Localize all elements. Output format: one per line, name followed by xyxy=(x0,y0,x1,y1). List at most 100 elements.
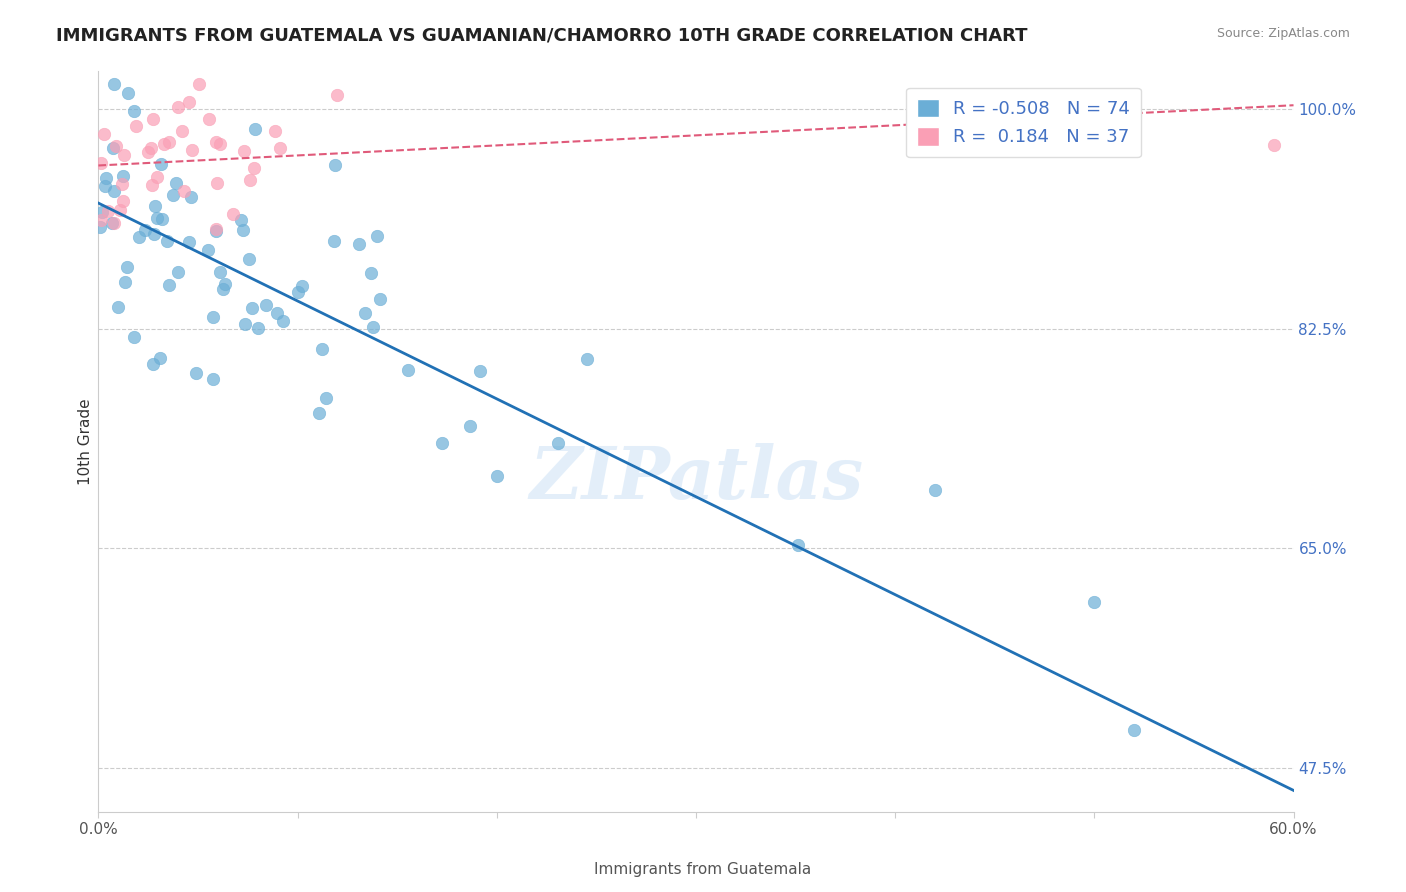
Point xyxy=(103,184,125,198)
Point xyxy=(322,234,344,248)
Point xyxy=(287,285,309,300)
Point xyxy=(145,199,167,213)
Point xyxy=(1263,138,1285,153)
Point xyxy=(254,298,277,312)
Point xyxy=(153,136,176,151)
Point xyxy=(122,103,145,118)
Point xyxy=(103,217,125,231)
Point xyxy=(229,212,252,227)
Point xyxy=(111,178,134,192)
Point xyxy=(162,188,184,202)
Point xyxy=(181,143,204,157)
Point xyxy=(201,372,224,386)
Point xyxy=(101,141,124,155)
Point xyxy=(188,77,211,91)
Point xyxy=(924,483,946,497)
Point xyxy=(90,205,112,219)
Point xyxy=(172,124,194,138)
Point xyxy=(141,178,163,192)
Point xyxy=(157,278,180,293)
Point xyxy=(177,95,200,109)
Point xyxy=(1083,595,1105,609)
Point xyxy=(104,139,127,153)
Point xyxy=(205,224,228,238)
Point xyxy=(245,122,267,136)
Point xyxy=(142,357,165,371)
Point xyxy=(145,211,167,225)
Point xyxy=(114,275,136,289)
Point xyxy=(366,229,388,244)
Point xyxy=(361,320,384,334)
Legend: R = -0.508   N = 74, R =  0.184   N = 37: R = -0.508 N = 74, R = 0.184 N = 37 xyxy=(907,87,1142,157)
Y-axis label: 10th Grade: 10th Grade xyxy=(77,398,93,485)
Point xyxy=(125,120,148,134)
Point xyxy=(222,207,245,221)
Point xyxy=(89,219,111,234)
Point xyxy=(111,169,134,184)
Point xyxy=(184,367,207,381)
Point xyxy=(269,141,291,155)
Point xyxy=(157,136,180,150)
Point xyxy=(238,252,260,266)
Point xyxy=(156,234,179,248)
Point xyxy=(90,156,112,170)
Point xyxy=(142,112,165,127)
Point xyxy=(1223,839,1246,854)
Point xyxy=(112,148,135,162)
Point xyxy=(115,260,138,275)
Point xyxy=(128,230,150,244)
Point xyxy=(204,135,226,149)
Point xyxy=(180,190,202,204)
Point xyxy=(240,301,263,315)
Point xyxy=(202,310,225,325)
Point xyxy=(239,173,262,187)
Point xyxy=(396,363,419,377)
Point xyxy=(97,204,120,219)
Point xyxy=(166,265,188,279)
Point xyxy=(323,158,346,172)
Point xyxy=(468,364,491,378)
Point xyxy=(100,216,122,230)
Point xyxy=(143,227,166,241)
Point xyxy=(308,406,330,420)
Point xyxy=(326,87,349,102)
Point xyxy=(233,318,256,332)
Point xyxy=(112,194,135,208)
Point xyxy=(122,330,145,344)
Point xyxy=(315,391,337,405)
Point xyxy=(291,279,314,293)
Point xyxy=(94,171,117,186)
Point xyxy=(152,212,174,227)
Point xyxy=(214,277,236,291)
Point xyxy=(485,468,508,483)
Point xyxy=(311,342,333,356)
Point xyxy=(266,306,288,320)
Point xyxy=(117,86,139,100)
Point xyxy=(209,265,232,279)
Point xyxy=(207,176,229,190)
Point xyxy=(94,179,117,194)
Point xyxy=(264,123,287,137)
Point xyxy=(165,177,187,191)
Point xyxy=(247,321,270,335)
Point xyxy=(347,237,370,252)
Point xyxy=(145,169,167,184)
Text: IMMIGRANTS FROM GUATEMALA VS GUAMANIAN/CHAMORRO 10TH GRADE CORRELATION CHART: IMMIGRANTS FROM GUATEMALA VS GUAMANIAN/C… xyxy=(56,27,1028,45)
Point xyxy=(354,305,377,319)
Point xyxy=(1123,723,1146,738)
Text: Source: ZipAtlas.com: Source: ZipAtlas.com xyxy=(1216,27,1350,40)
Point xyxy=(232,223,254,237)
Point xyxy=(197,243,219,257)
Point xyxy=(368,293,391,307)
Point xyxy=(209,137,232,152)
Point xyxy=(271,314,294,328)
Point xyxy=(458,418,481,433)
Point xyxy=(233,144,256,158)
Text: Immigrants from Guatemala: Immigrants from Guatemala xyxy=(595,863,811,877)
Point xyxy=(205,222,228,236)
Point xyxy=(136,145,159,159)
Point xyxy=(179,235,201,249)
Point xyxy=(93,128,115,142)
Point xyxy=(575,352,598,367)
Point xyxy=(212,283,235,297)
